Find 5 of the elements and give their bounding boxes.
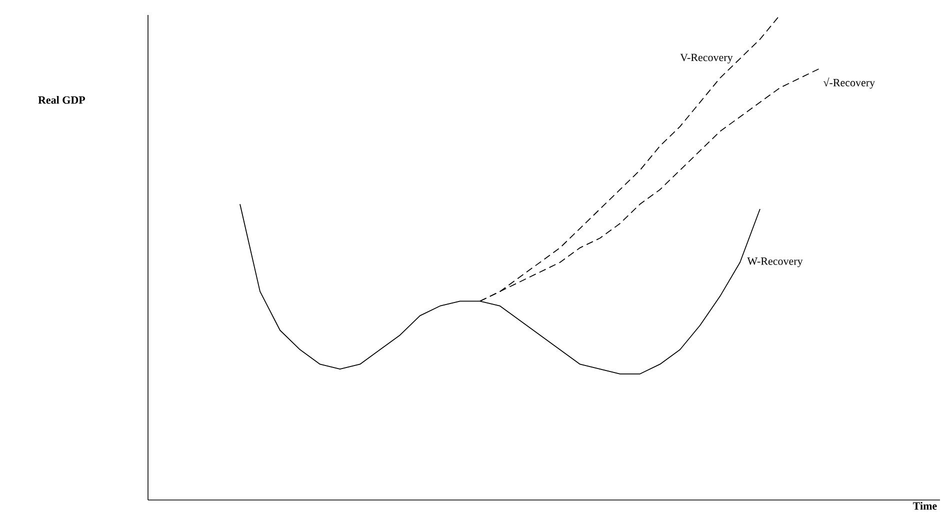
- series-label: √-Recovery: [823, 78, 876, 89]
- series-label: W-Recovery: [747, 258, 803, 268]
- text: Time: [913, 502, 937, 510]
- series-label: V-Recovery: [680, 54, 733, 64]
- text: Real GDP: [38, 96, 86, 104]
